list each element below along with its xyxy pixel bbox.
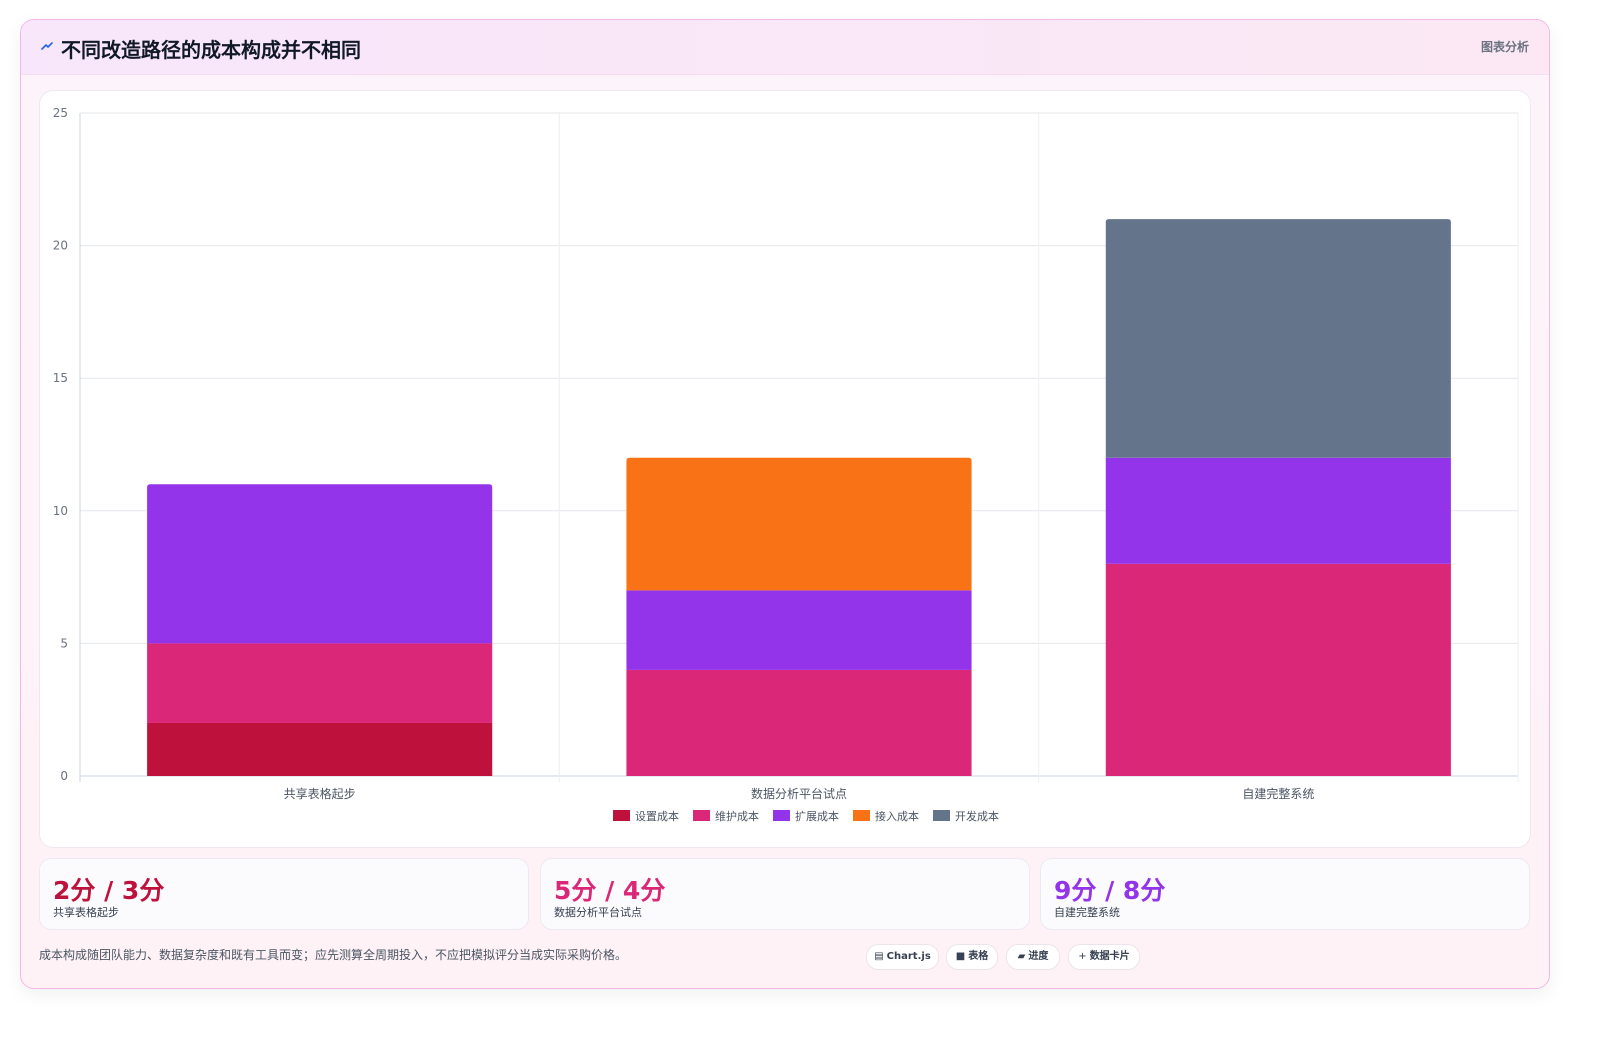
bar-segment (147, 722, 493, 776)
chart-panel: 不同改造路径的成本构成并不相同 图表分析 0 5 10 15 20 25 共享表格起步 数据分… (20, 19, 1550, 989)
x-tick-label: 共享表格起步 (284, 786, 356, 801)
trend-line-icon (41, 42, 53, 50)
panel-tag: 图表分析 (1480, 40, 1529, 54)
x-tick-label: 自建完整系统 (1242, 786, 1314, 801)
stat-card-analytics-pilot: 5分 / 4分 数据分析平台试点 (540, 858, 1030, 930)
y-tick-label: 20 (53, 239, 68, 253)
bar-segment (1105, 563, 1451, 776)
legend-label: 设置成本 (635, 809, 679, 823)
bar-segment (1105, 457, 1451, 564)
bar-segment (626, 669, 972, 776)
footnote: 成本构成随团队能力、数据复杂度和既有工具而变；应先测算全周期投入，不应把模拟评分… (39, 948, 628, 962)
plus-icon: + (1078, 951, 1087, 962)
panel-title: 不同改造路径的成本构成并不相同 (61, 38, 361, 62)
bar-segment (147, 643, 493, 723)
stat-label: 数据分析平台试点 (554, 906, 642, 919)
bar-segment (626, 457, 972, 591)
chip-chartjs[interactable]: ▤ Chart.js (866, 944, 939, 970)
legend-label: 开发成本 (955, 809, 999, 823)
legend-swatch (613, 810, 630, 821)
bar-segment (1105, 219, 1451, 458)
bar-segment (147, 484, 493, 644)
legend-label: 维护成本 (715, 809, 759, 823)
stat-card-shared-spreadsheet: 2分 / 3分 共享表格起步 (39, 858, 529, 930)
stat-value: 9分 / 8分 (1054, 876, 1166, 905)
y-tick-label: 15 (53, 371, 68, 385)
stat-value: 5分 / 4分 (554, 876, 666, 905)
progress-icon: ▰ (1017, 951, 1026, 962)
legend-label: 接入成本 (875, 809, 919, 823)
chart-card: 0 5 10 15 20 25 共享表格起步 数据分析平台试点 自建完整系统设置成本 维护成本 扩展… (39, 90, 1531, 848)
chip-table[interactable]: ■ 表格 (946, 944, 998, 970)
y-tick-label: 25 (53, 106, 68, 120)
stat-value: 2分 / 3分 (53, 876, 165, 905)
legend-swatch (933, 810, 950, 821)
chip-label: 表格 (968, 951, 989, 962)
chip-progress[interactable]: ▰ 进度 (1006, 944, 1060, 970)
legend-swatch (693, 810, 710, 821)
panel-header: 不同改造路径的成本构成并不相同 图表分析 (21, 20, 1549, 75)
legend-swatch (773, 810, 790, 821)
legend-label: 扩展成本 (795, 809, 839, 823)
y-tick-label: 5 (60, 636, 68, 650)
stat-label: 共享表格起步 (53, 906, 119, 919)
chip-label: 数据卡片 (1089, 951, 1130, 962)
chip-label: Chart.js (886, 951, 931, 962)
chip-data-card[interactable]: + 数据卡片 (1068, 944, 1140, 970)
y-tick-label: 10 (53, 504, 68, 518)
table-icon: ■ (955, 951, 966, 962)
chip-label: 进度 (1028, 951, 1049, 962)
y-tick-label: 0 (60, 769, 68, 783)
stat-card-custom-system: 9分 / 8分 自建完整系统 (1040, 858, 1530, 930)
stat-label: 自建完整系统 (1054, 906, 1120, 919)
x-tick-label: 数据分析平台试点 (751, 786, 847, 801)
legend-swatch (853, 810, 870, 821)
bar-segment (626, 590, 972, 670)
chart-icon: ▤ (874, 951, 884, 962)
